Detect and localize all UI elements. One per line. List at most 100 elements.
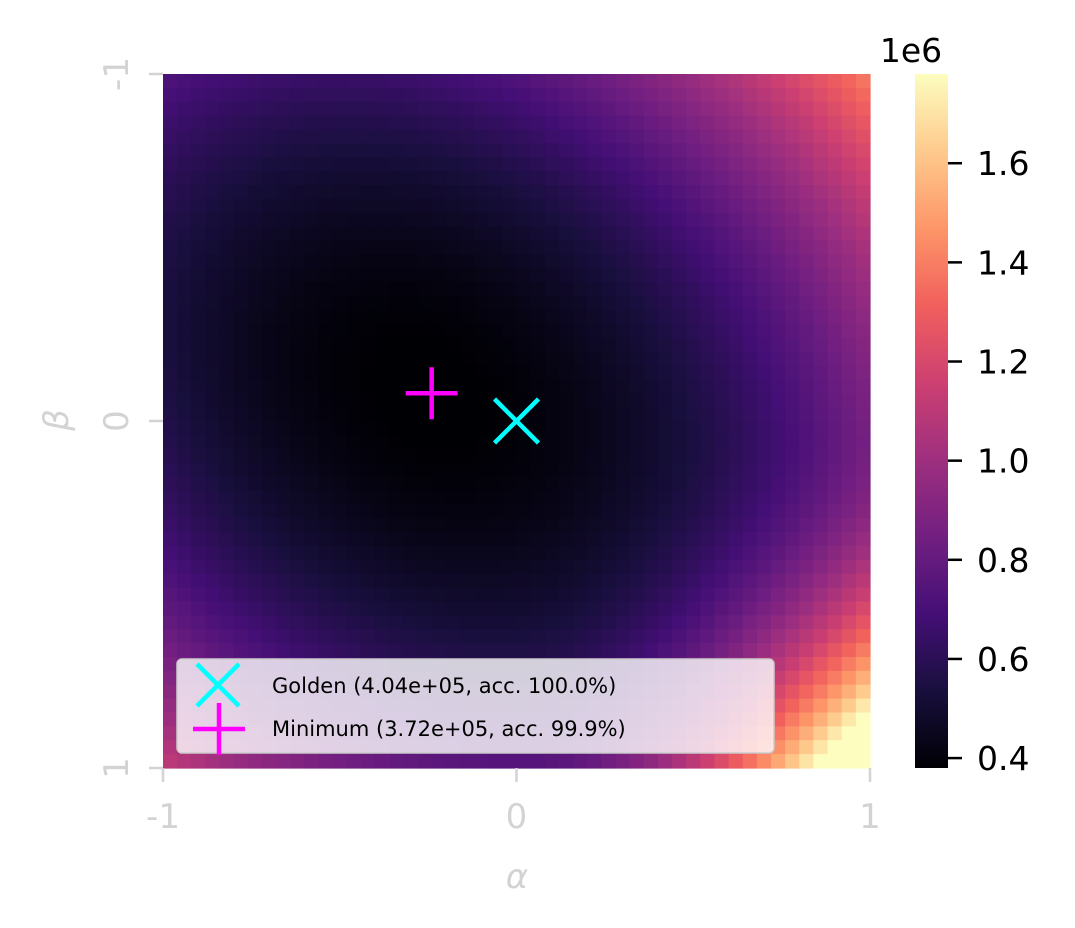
heatmap-cell bbox=[686, 379, 701, 394]
heatmap-cell bbox=[841, 254, 857, 269]
heatmap-cell bbox=[573, 476, 588, 491]
heatmap-cell bbox=[375, 268, 390, 283]
heatmap-cell bbox=[756, 407, 772, 422]
heatmap-cell bbox=[643, 240, 659, 256]
heatmap-cell bbox=[799, 670, 815, 686]
heatmap-cell bbox=[247, 309, 263, 325]
heatmap-cell bbox=[459, 323, 475, 339]
heatmap-cell bbox=[389, 629, 404, 644]
heatmap-cell bbox=[261, 545, 277, 561]
heatmap-cell bbox=[488, 490, 503, 505]
heatmap-cell bbox=[360, 268, 376, 283]
heatmap-cell bbox=[643, 296, 659, 311]
heatmap-cell bbox=[318, 268, 334, 283]
heatmap-cell bbox=[657, 518, 673, 533]
heatmap-cell bbox=[403, 212, 419, 228]
heatmap-cell bbox=[163, 615, 178, 630]
heatmap-cell bbox=[459, 87, 475, 103]
heatmap-cell bbox=[629, 434, 645, 450]
heatmap-cell bbox=[544, 504, 560, 519]
heatmap-cell bbox=[247, 87, 263, 103]
heatmap-cell bbox=[219, 129, 235, 144]
heatmap-cell bbox=[219, 143, 235, 158]
heatmap-cell bbox=[771, 296, 786, 311]
heatmap-cell bbox=[318, 754, 334, 769]
colorbar-ticks: 0.40.60.81.01.21.41.6 bbox=[948, 144, 1029, 778]
heatmap-cell bbox=[233, 323, 249, 339]
heatmap-cell bbox=[276, 518, 291, 533]
heatmap-cell bbox=[177, 129, 192, 144]
heatmap-cell bbox=[290, 434, 305, 450]
heatmap-cell bbox=[558, 434, 574, 450]
heatmap-cell bbox=[346, 532, 362, 547]
heatmap-cell bbox=[191, 101, 207, 117]
heatmap-cell bbox=[700, 296, 716, 311]
heatmap-cell bbox=[700, 643, 716, 658]
heatmap-cell bbox=[544, 143, 560, 158]
heatmap-cell bbox=[360, 504, 376, 519]
heatmap-cell bbox=[785, 129, 800, 144]
heatmap-cell bbox=[276, 74, 291, 89]
heatmap-cell bbox=[771, 462, 786, 478]
heatmap-cell bbox=[827, 268, 843, 283]
heatmap-cell bbox=[191, 296, 207, 311]
heatmap-cell bbox=[459, 337, 475, 353]
heatmap-cell bbox=[261, 393, 277, 408]
heatmap-cell bbox=[700, 87, 716, 103]
heatmap-cell bbox=[530, 448, 546, 464]
heatmap-cell bbox=[502, 629, 518, 644]
heatmap-cell bbox=[714, 337, 730, 353]
heatmap-cell bbox=[403, 115, 419, 131]
heatmap-cell bbox=[700, 545, 716, 561]
heatmap-cell bbox=[247, 268, 263, 283]
heatmap-cell bbox=[219, 351, 235, 367]
heatmap-cell bbox=[360, 143, 376, 158]
heatmap-cell bbox=[205, 351, 221, 367]
heatmap-cell bbox=[219, 754, 235, 769]
heatmap-cell bbox=[827, 518, 843, 533]
heatmap-cell bbox=[714, 532, 730, 547]
heatmap-cell bbox=[304, 351, 320, 367]
heatmap-cell bbox=[813, 337, 829, 353]
heatmap-cell bbox=[488, 212, 503, 228]
heatmap-cell bbox=[771, 504, 786, 519]
heatmap-cell bbox=[573, 532, 588, 547]
heatmap-cell bbox=[799, 712, 815, 727]
heatmap-cell bbox=[530, 643, 546, 658]
heatmap-cell bbox=[700, 532, 716, 547]
heatmap-cell bbox=[756, 434, 772, 450]
heatmap-cell bbox=[205, 559, 221, 575]
heatmap-cell bbox=[601, 601, 617, 616]
heatmap-cell bbox=[714, 629, 730, 644]
heatmap-cell bbox=[756, 296, 772, 311]
heatmap-cell bbox=[785, 365, 800, 380]
heatmap-cell bbox=[261, 504, 277, 519]
heatmap-cell bbox=[827, 143, 843, 158]
heatmap-cell bbox=[714, 504, 730, 519]
heatmap-cell bbox=[261, 490, 277, 505]
heatmap-cell bbox=[714, 268, 730, 283]
heatmap-cell bbox=[318, 226, 334, 242]
heatmap-cell bbox=[163, 212, 178, 228]
heatmap-cell bbox=[855, 157, 871, 172]
heatmap-cell bbox=[587, 337, 602, 353]
heatmap-cell bbox=[785, 323, 800, 339]
heatmap-cell bbox=[629, 143, 645, 158]
heatmap-cell bbox=[686, 462, 701, 478]
heatmap-cell bbox=[587, 101, 602, 117]
heatmap-cell bbox=[290, 157, 305, 172]
heatmap-cell bbox=[233, 434, 249, 450]
heatmap-cell bbox=[516, 615, 532, 630]
heatmap-cell bbox=[191, 87, 207, 103]
heatmap-cell bbox=[191, 323, 207, 339]
heatmap-cell bbox=[205, 101, 221, 117]
heatmap-cell bbox=[360, 323, 376, 339]
heatmap-cell bbox=[417, 379, 433, 394]
heatmap-cell bbox=[700, 157, 716, 172]
heatmap-cell bbox=[233, 573, 249, 589]
heatmap-cell bbox=[261, 518, 277, 533]
heatmap-cell bbox=[771, 754, 786, 769]
heatmap-cell bbox=[163, 421, 178, 436]
heatmap-cell bbox=[360, 629, 376, 644]
heatmap-cell bbox=[771, 379, 786, 394]
